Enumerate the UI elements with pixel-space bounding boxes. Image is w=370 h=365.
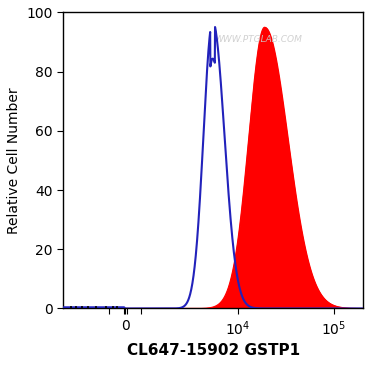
X-axis label: CL647-15902 GSTP1: CL647-15902 GSTP1 bbox=[127, 343, 300, 358]
Y-axis label: Relative Cell Number: Relative Cell Number bbox=[7, 87, 21, 234]
Text: WWW.PTGLAB.COM: WWW.PTGLAB.COM bbox=[214, 35, 302, 43]
